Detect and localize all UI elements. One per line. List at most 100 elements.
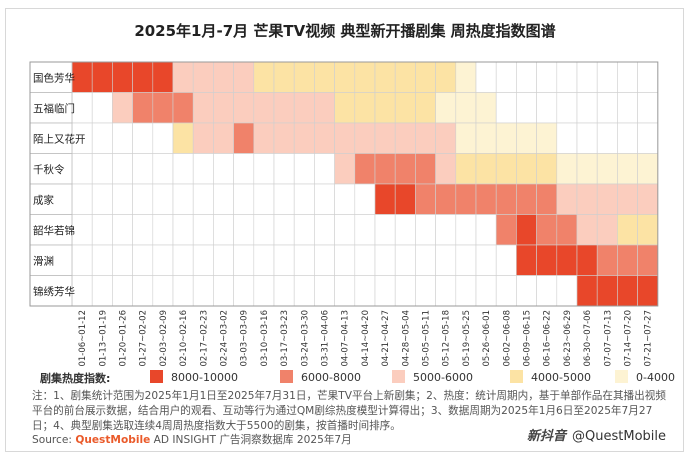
heat-cell [152,61,174,93]
heat-cell [596,92,618,124]
heat-cell [132,153,154,185]
heat-cell [415,122,436,154]
row-label: 锦绣芳华 [33,285,75,298]
heat-cell [112,61,133,93]
column-label: 06-02~06-08 [502,310,512,367]
heat-cell [273,183,295,215]
heat-cell [293,122,315,154]
heat-cell [637,214,659,246]
heat-cell [314,92,335,124]
heat-cell [172,275,194,307]
chart-title: 2025年1月-7月 芒果TV视频 典型新开播剧集 周热度指数图谱 [134,22,556,40]
column-label: 04-28~05-04 [401,310,411,367]
heat-cell [334,92,356,124]
row-label: 成家 [33,193,54,206]
heat-cell [637,92,659,124]
heat-cell [536,214,558,246]
row-label: 五福临门 [33,102,75,115]
column-label: 04-14~04-20 [361,310,371,367]
heat-cell [415,61,436,93]
column-label: 06-23~06-29 [563,310,573,367]
heat-cell [516,183,537,215]
heat-cell [495,244,517,276]
heat-cell [253,214,275,246]
heat-cell [536,183,558,215]
heat-cell [71,183,93,215]
heat-cell [556,92,578,124]
column-label: 06-30~07-06 [583,310,593,367]
heat-cell [596,244,618,276]
heat-cell [495,92,517,124]
heat-cell [213,214,234,246]
heat-cell [475,214,497,246]
heat-cell [253,244,275,276]
heat-cell [334,214,356,246]
heat-cell [435,153,457,185]
heat-cell [192,92,214,124]
footnote: 注：1、剧集统计范围为2025年1月1日至2025年7月31日，芒果TV平台上新… [32,390,666,432]
heat-cell [394,183,416,215]
source-prefix: Source: [32,434,76,446]
heat-cell [71,244,93,276]
column-label: 06-16~06-22 [543,310,553,367]
heat-cell [354,61,376,93]
heat-cell [354,275,376,307]
legend-item: 5000-6000 [392,370,473,384]
heat-cell [415,244,436,276]
heat-cell [172,122,194,154]
heat-cell [273,244,295,276]
heat-cell [273,275,295,307]
heat-cell [556,122,578,154]
heat-cell [233,61,255,93]
heat-cell [576,275,598,307]
heat-cell [475,122,497,154]
heat-cell [233,122,255,154]
heat-cell [293,153,315,185]
heat-cell [334,153,356,185]
heat-cell [314,183,335,215]
heat-cell [455,275,477,307]
heat-cell [435,92,457,124]
heat-cell [536,153,558,185]
heat-cell [213,275,234,307]
heat-cell [71,61,93,93]
heat-cell [112,92,133,124]
heat-cell [556,61,578,93]
column-label: 03-17~03-23 [280,310,290,367]
heat-cell [374,275,396,307]
heat-cell [91,61,113,93]
column-label: 03-31~04-06 [321,310,331,367]
heat-cell [435,61,457,93]
column-label: 01-13~01-19 [98,310,108,367]
heat-cell [152,183,174,215]
heat-cell [334,122,356,154]
heat-cell [192,244,214,276]
heat-cell [475,92,497,124]
heat-cell [314,61,335,93]
heat-cell [617,275,638,307]
heat-cell [374,61,396,93]
heat-cell [475,244,497,276]
heat-cell [637,183,659,215]
heat-cell [91,183,113,215]
column-label: 01-06~01-12 [78,310,88,367]
heat-cell [71,153,93,185]
heat-cell [253,122,275,154]
heat-cell [596,183,618,215]
heat-cell [71,92,93,124]
heat-cell [91,92,113,124]
heat-cell [253,61,275,93]
heat-cell [314,214,335,246]
column-label: 02-17~02-23 [199,310,209,367]
heat-cell [132,61,154,93]
legend-swatch [280,370,293,383]
heat-cell [617,92,638,124]
row-label-box [29,122,73,154]
row-label: 千秋令 [33,163,65,176]
heat-cell [374,183,396,215]
heat-cell [455,244,477,276]
heat-cell [576,214,598,246]
heat-cell [71,214,93,246]
heat-cell [132,244,154,276]
